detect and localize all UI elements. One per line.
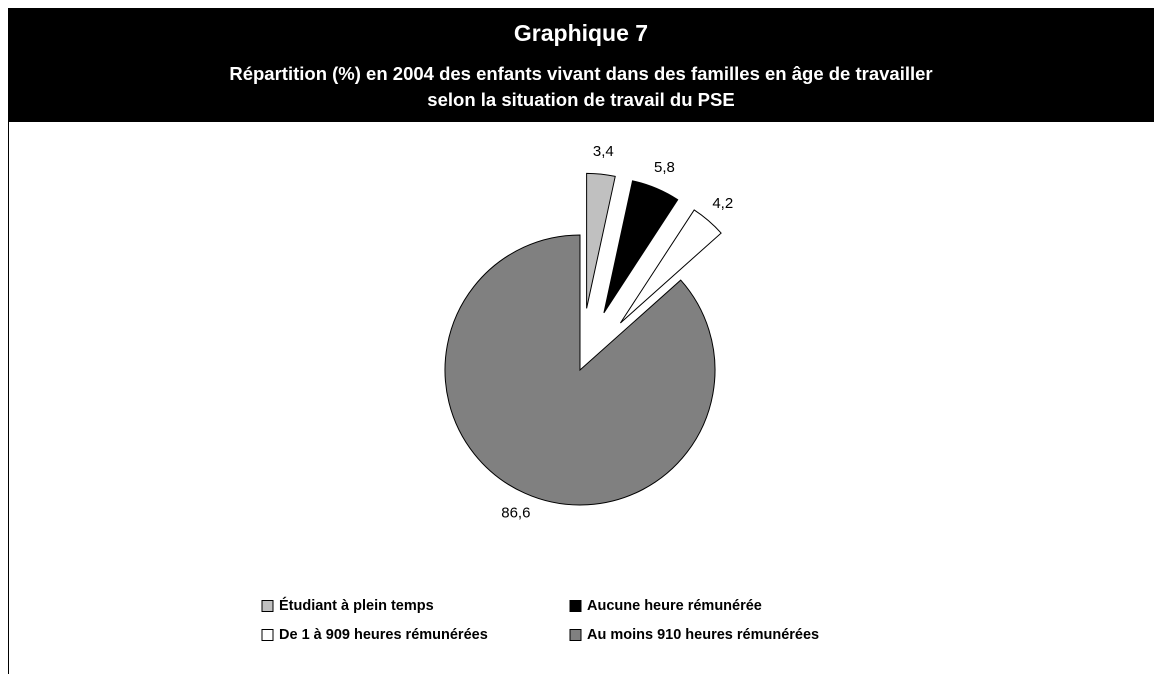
legend-swatch — [569, 629, 582, 641]
legend-label: Étudiant à plein temps — [279, 597, 434, 614]
pie-slice — [444, 234, 716, 506]
data-label: 86,6 — [501, 504, 530, 521]
legend-label: Au moins 910 heures rémunérées — [587, 627, 819, 643]
pie-slice — [619, 209, 722, 324]
legend-swatch — [261, 600, 274, 612]
legend-swatch — [569, 600, 582, 612]
legend-label: Aucune heure rémunérée — [587, 598, 762, 614]
header-band — [8, 8, 1154, 122]
pie-slice — [603, 180, 679, 314]
chart-title: Graphique 7 — [514, 20, 648, 46]
pie-slice — [586, 172, 616, 309]
data-label: 5,8 — [654, 159, 675, 176]
chart-subtitle: selon la situation de travail du PSE — [427, 89, 734, 110]
legend-label: De 1 à 909 heures rémunérées — [279, 627, 488, 643]
data-label: 4,2 — [712, 195, 733, 212]
legend-swatch — [261, 629, 274, 641]
data-label: 3,4 — [593, 143, 614, 160]
chart-subtitle: Répartition (%) en 2004 des enfants viva… — [229, 63, 932, 84]
